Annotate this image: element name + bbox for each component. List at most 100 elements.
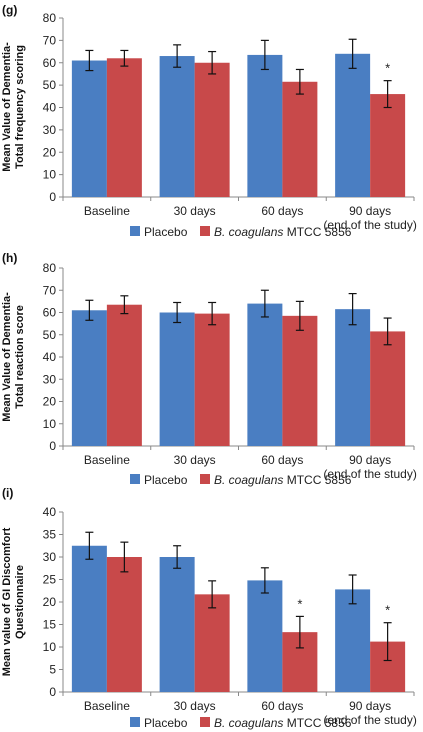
y-tick-label: 80 [43,11,57,25]
x-tick-sublabel: (end of the study) [323,218,416,232]
error-bar [295,300,304,331]
bar-treatment [282,315,318,446]
error-bar [208,580,217,609]
chart-panel-2: (h) Mean Value of Dementia-Total reaction… [1,251,417,487]
legend: Placebo B. coagulans MTCC 5856 [130,225,352,239]
error-bar [208,50,217,75]
x-tick-label: 30 days [174,453,216,467]
x-tick-label: Baseline [84,204,130,218]
bar-treatment [194,313,230,446]
bar-treatment [194,62,230,197]
bar-treatment [194,594,230,692]
y-axis-label: Mean Value of Dementia-Total reaction sc… [1,292,26,422]
x-tick-sublabel: (end of the study) [323,467,416,481]
error-bar [173,301,182,324]
bar-placebo [335,53,371,197]
panel-label: (g) [2,3,17,17]
significance-star: * [385,603,390,618]
y-tick-label: 20 [43,395,57,409]
x-tick-label: 90 days [349,204,391,218]
y-tick-label: 40 [43,505,57,519]
bar-treatment [106,304,142,446]
legend-swatch-treatment [200,474,210,484]
error-bar [120,295,129,315]
legend-label-treatment: B. coagulans MTCC 5856 [214,716,352,730]
error-bar [85,49,94,72]
y-tick-label: 40 [43,350,57,364]
error-bar [295,68,304,95]
error-bar [383,622,392,662]
error-bar [348,292,357,326]
bar-placebo [247,54,283,198]
legend-label-treatment-rest: MTCC 5856 [283,473,351,487]
y-tick-label: 15 [43,618,57,632]
x-tick-label: 30 days [174,204,216,218]
bar-placebo [71,545,107,692]
legend-swatch-placebo [130,226,140,236]
bar-treatment [370,331,406,446]
y-axis-label-line: Total reaction score [14,305,26,409]
significance-star: * [385,61,390,76]
bar-placebo [335,309,371,446]
y-tick-label: 30 [43,550,57,564]
legend-label-treatment: B. coagulans MTCC 5856 [214,225,352,239]
error-bar [85,531,94,560]
bar-placebo [71,60,107,198]
y-tick-label: 70 [43,33,57,47]
x-tick-label: 60 days [261,699,303,713]
bar-placebo [247,303,283,446]
chart-panel-3: (i) Mean value of GI DiscomfortQuestionna… [1,486,417,730]
error-bar [120,49,129,67]
x-tick-label: 90 days [349,699,391,713]
y-tick-label: 50 [43,78,57,92]
y-tick-label: 35 [43,528,57,542]
y-tick-label: 30 [43,123,57,137]
legend: Placebo B. coagulans MTCC 5856 [130,716,352,730]
y-axis-label-line: Total frequency scoring [14,45,26,169]
y-tick-label: 10 [43,168,57,182]
y-tick-label: 40 [43,101,57,115]
y-tick-label: 10 [43,417,57,431]
y-tick-label: 20 [43,145,57,159]
legend-label-placebo: Placebo [144,716,188,730]
error-bar [85,299,94,321]
bar-treatment [370,94,406,197]
legend-label-treatment-rest: MTCC 5856 [283,225,351,239]
y-axis-label: Mean value of GI DiscomfortQuestionnaire [1,527,26,676]
significance-star: * [297,596,302,611]
error-bar [260,289,269,318]
y-axis-label-line: Mean value of GI Discomfort [1,527,13,676]
error-bar [383,317,392,346]
legend-label-placebo: Placebo [144,225,188,239]
error-bar [260,567,269,594]
legend-swatch-placebo [130,474,140,484]
x-tick-label: 30 days [174,699,216,713]
y-tick-label: 20 [43,595,57,609]
y-tick-label: 0 [49,685,56,699]
legend-label-treatment-italic: B. coagulans [214,473,283,487]
legend-label-treatment-rest: MTCC 5856 [283,716,351,730]
legend-label-treatment: B. coagulans MTCC 5856 [214,473,352,487]
x-tick-label: 90 days [349,453,391,467]
bar-treatment [106,557,142,692]
legend-swatch-treatment [200,717,210,727]
bar-placebo [159,557,195,692]
bar-placebo [335,589,371,692]
bar-placebo [247,580,283,692]
panel-label: (i) [2,486,13,500]
chart-panel-1: (g) Mean Value of Dementia-Total frequenc… [1,3,417,239]
y-tick-label: 30 [43,372,57,386]
bar-placebo [159,56,195,197]
panel-label: (h) [2,251,17,265]
bar-placebo [71,310,107,446]
y-tick-label: 70 [43,283,57,297]
y-axis-label: Mean Value of Dementia-Total frequency s… [1,42,26,172]
error-bar [348,574,357,605]
bar-treatment [106,58,142,198]
y-tick-label: 80 [43,261,57,275]
legend-label-placebo: Placebo [144,473,188,487]
y-tick-label: 5 [49,663,56,677]
error-bar [173,44,182,68]
error-bar [208,301,217,326]
